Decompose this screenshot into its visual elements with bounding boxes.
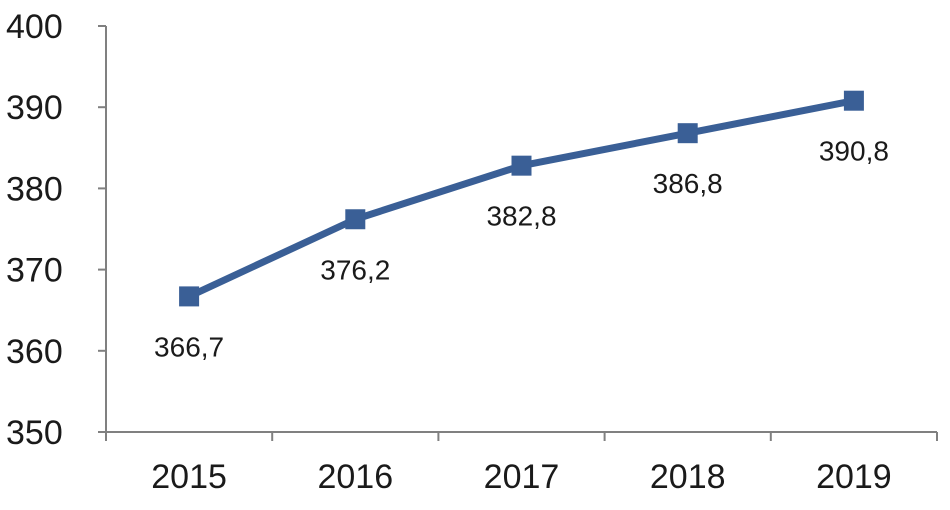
data-label: 386,8 — [653, 168, 723, 199]
data-point-marker — [677, 123, 698, 144]
series-group — [179, 90, 864, 307]
y-tick-label: 360 — [6, 333, 63, 371]
y-tick-label: 400 — [6, 8, 63, 46]
data-point-marker — [511, 155, 532, 176]
x-tick-label: 2018 — [650, 458, 726, 496]
data-point-marker — [345, 209, 366, 230]
data-point-marker — [843, 90, 864, 111]
series-line — [185, 97, 858, 300]
data-label: 382,8 — [486, 201, 556, 232]
data-label: 376,2 — [320, 254, 390, 285]
y-tick-label: 370 — [6, 252, 63, 290]
data-point-marker — [179, 286, 200, 307]
data-label: 366,7 — [154, 331, 224, 362]
data-labels: 366,7 376,2 382,8 386,8 390,8 — [154, 136, 889, 363]
x-tick-label: 2016 — [317, 458, 393, 496]
x-tick-label: 2015 — [151, 458, 227, 496]
y-tick-label: 380 — [6, 170, 63, 208]
y-tick-label: 390 — [6, 89, 63, 127]
y-axis: 350 360 370 380 390 400 — [6, 8, 107, 452]
x-tick-label: 2017 — [484, 458, 560, 496]
x-axis: 2015 2016 2017 2018 2019 — [105, 431, 938, 496]
x-tick-label: 2019 — [816, 458, 892, 496]
data-label: 390,8 — [819, 136, 889, 167]
y-tick-label: 350 — [6, 414, 63, 452]
